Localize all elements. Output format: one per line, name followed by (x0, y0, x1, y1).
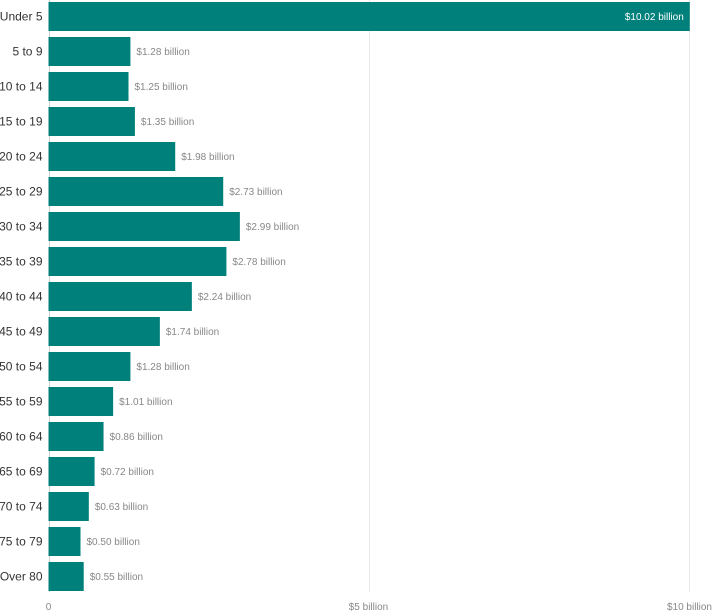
value-label-75-to-79: $0.50 billion (87, 537, 140, 548)
bar-75-to-79 (48, 527, 81, 556)
bar-30-to-34 (48, 212, 240, 241)
value-label-10-to-14: $1.25 billion (135, 82, 188, 93)
value-label-65-to-69: $0.72 billion (101, 467, 154, 478)
category-label-75-to-79: 75 to 79 (0, 535, 43, 549)
category-labels: Under 5 5 to 9 10 to 14 15 to 19 20 to 24 25 … (0, 10, 43, 584)
bars-group (48, 2, 690, 591)
bar-70-to-74 (48, 492, 89, 521)
bar-35-to-39 (48, 247, 227, 276)
x-tick-label--10-billion: $10 billion (667, 602, 712, 613)
value-label-25-to-29: $2.73 billion (229, 187, 282, 198)
bar-60-to-64 (48, 422, 104, 451)
bar-5-to-9 (48, 37, 131, 66)
bar-20-to-24 (48, 142, 176, 171)
value-label-70-to-74: $0.63 billion (95, 502, 148, 513)
category-label-35-to-39: 35 to 39 (0, 255, 43, 269)
bar-10-to-14 (48, 72, 129, 101)
bar-65-to-69 (48, 457, 95, 486)
value-label-20-to-24: $1.98 billion (181, 152, 234, 163)
value-label-40-to-44: $2.24 billion (198, 292, 251, 303)
category-label-60-to-64: 60 to 64 (0, 430, 43, 444)
value-label-15-to-19: $1.35 billion (141, 117, 194, 128)
category-label-70-to-74: 70 to 74 (0, 500, 43, 514)
category-label-25-to-29: 25 to 29 (0, 185, 43, 199)
x-tick-label--5-billion: $5 billion (349, 602, 388, 613)
bar-50-to-54 (48, 352, 131, 381)
category-label-50-to-54: 50 to 54 (0, 360, 43, 374)
category-label-5-to-9: 5 to 9 (12, 45, 42, 59)
category-label-20-to-24: 20 to 24 (0, 150, 43, 164)
x-tick-label-0: 0 (46, 602, 52, 613)
value-label-5-to-9: $1.28 billion (136, 47, 189, 58)
value-label-under-5: $10.02 billion (625, 12, 684, 23)
bar-25-to-29 (48, 177, 224, 206)
bar-15-to-19 (48, 107, 135, 136)
value-label-55-to-59: $1.01 billion (119, 397, 172, 408)
bar-55-to-59 (48, 387, 114, 416)
category-label-65-to-69: 65 to 69 (0, 465, 43, 479)
category-label-40-to-44: 40 to 44 (0, 290, 43, 304)
category-label-30-to-34: 30 to 34 (0, 220, 43, 234)
bar-under-5 (48, 2, 690, 31)
category-label-over-80: Over 80 (0, 570, 43, 584)
category-label-under-5: Under 5 (0, 10, 43, 24)
bar-over-80 (48, 562, 84, 591)
category-label-15-to-19: 15 to 19 (0, 115, 43, 129)
category-label-45-to-49: 45 to 49 (0, 325, 43, 339)
bar-45-to-49 (48, 317, 160, 346)
category-label-10-to-14: 10 to 14 (0, 80, 43, 94)
value-label-over-80: $0.55 billion (90, 572, 143, 583)
value-label-45-to-49: $1.74 billion (166, 327, 219, 338)
value-label-60-to-64: $0.86 billion (110, 432, 163, 443)
bar-40-to-44 (48, 282, 192, 311)
value-label-35-to-39: $2.78 billion (232, 257, 285, 268)
x-axis: 0 $5 billion $10 billion (46, 602, 712, 613)
value-label-30-to-34: $2.99 billion (246, 222, 299, 233)
value-labels: $10.02 billion $1.28 billion $1.25 billion… (87, 12, 684, 583)
category-label-55-to-59: 55 to 59 (0, 395, 43, 409)
value-label-50-to-54: $1.28 billion (136, 362, 189, 373)
